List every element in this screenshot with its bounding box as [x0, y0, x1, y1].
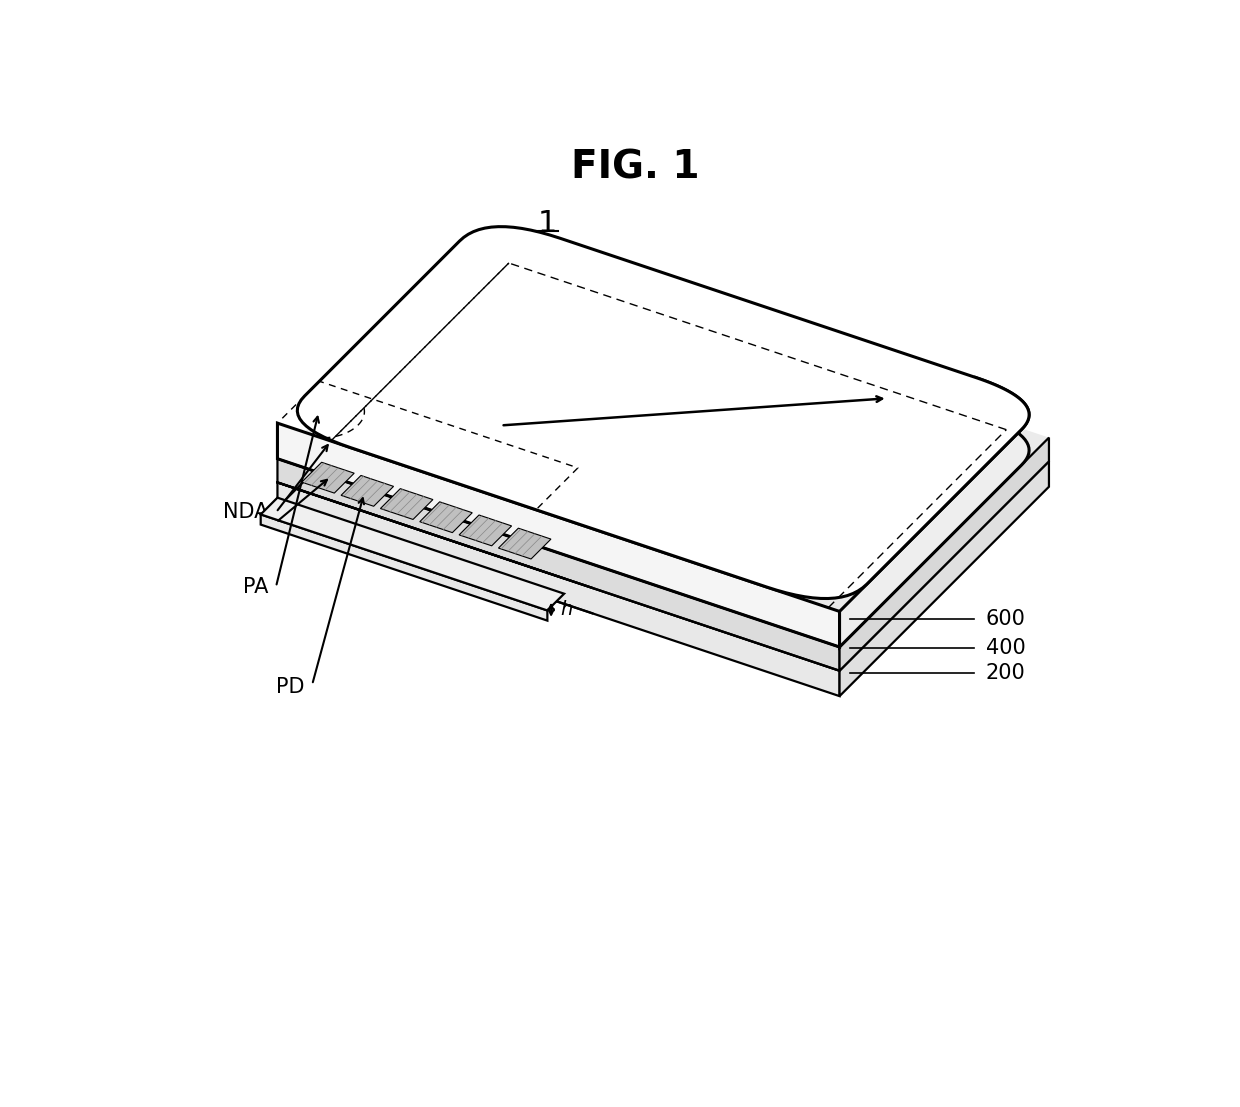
Polygon shape	[278, 249, 1049, 646]
Polygon shape	[260, 498, 564, 610]
Polygon shape	[301, 463, 355, 493]
Polygon shape	[260, 515, 547, 621]
Polygon shape	[839, 437, 1049, 671]
Polygon shape	[381, 488, 433, 519]
Polygon shape	[498, 528, 551, 559]
Polygon shape	[839, 377, 1029, 646]
Polygon shape	[341, 475, 393, 506]
Text: 400: 400	[986, 639, 1025, 659]
Text: FIG. 1: FIG. 1	[572, 148, 699, 186]
Polygon shape	[278, 273, 1049, 671]
Polygon shape	[459, 515, 512, 546]
Text: PD: PD	[275, 677, 304, 697]
Text: DA: DA	[471, 421, 507, 445]
Polygon shape	[839, 462, 1049, 696]
Text: NDA: NDA	[223, 503, 268, 523]
Text: PA: PA	[243, 577, 268, 597]
Polygon shape	[298, 227, 1029, 599]
Text: h: h	[560, 600, 573, 619]
Text: 600: 600	[986, 609, 1025, 629]
Polygon shape	[278, 423, 839, 646]
Text: 1: 1	[537, 209, 557, 238]
Polygon shape	[278, 483, 839, 696]
Text: 200: 200	[986, 663, 1025, 683]
Polygon shape	[278, 458, 839, 671]
Polygon shape	[420, 501, 472, 532]
